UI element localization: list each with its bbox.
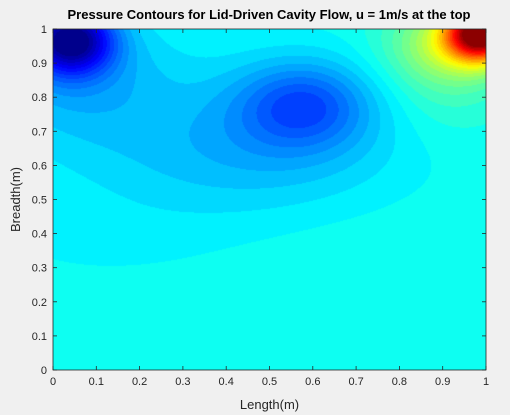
y-tick-label: 0.1 bbox=[32, 331, 47, 343]
y-tick-label: 0.4 bbox=[32, 229, 47, 241]
plot-area bbox=[53, 29, 486, 370]
x-tick-label: 0.7 bbox=[348, 376, 363, 388]
y-tick-label: 0.3 bbox=[32, 263, 47, 275]
x-tick-label: 0.8 bbox=[392, 376, 407, 388]
y-tick-label: 0.7 bbox=[32, 126, 47, 138]
y-tick-label: 0 bbox=[41, 365, 47, 377]
chart-title: Pressure Contours for Lid-Driven Cavity … bbox=[68, 7, 471, 22]
x-tick-label: 0.3 bbox=[175, 376, 190, 388]
y-tick-label: 0.5 bbox=[32, 195, 47, 207]
y-axis-label: Breadth(m) bbox=[8, 167, 23, 232]
x-tick-label: 0.1 bbox=[89, 376, 104, 388]
x-tick-label: 0.9 bbox=[435, 376, 450, 388]
pressure-contour-field bbox=[53, 29, 486, 370]
x-tick-label: 1 bbox=[483, 376, 489, 388]
y-tick-label: 0.8 bbox=[32, 92, 47, 104]
x-tick-label: 0.6 bbox=[305, 376, 320, 388]
x-tick-label: 0.5 bbox=[262, 376, 277, 388]
x-tick-label: 0 bbox=[50, 376, 56, 388]
x-tick-label: 0.4 bbox=[219, 376, 234, 388]
x-axis-label: Length(m) bbox=[240, 397, 299, 412]
x-tick-label: 0.2 bbox=[132, 376, 147, 388]
y-tick-label: 0.2 bbox=[32, 297, 47, 309]
y-tick-label: 0.9 bbox=[32, 58, 47, 70]
y-tick-label: 1 bbox=[41, 24, 47, 36]
y-tick-label: 0.6 bbox=[32, 160, 47, 172]
